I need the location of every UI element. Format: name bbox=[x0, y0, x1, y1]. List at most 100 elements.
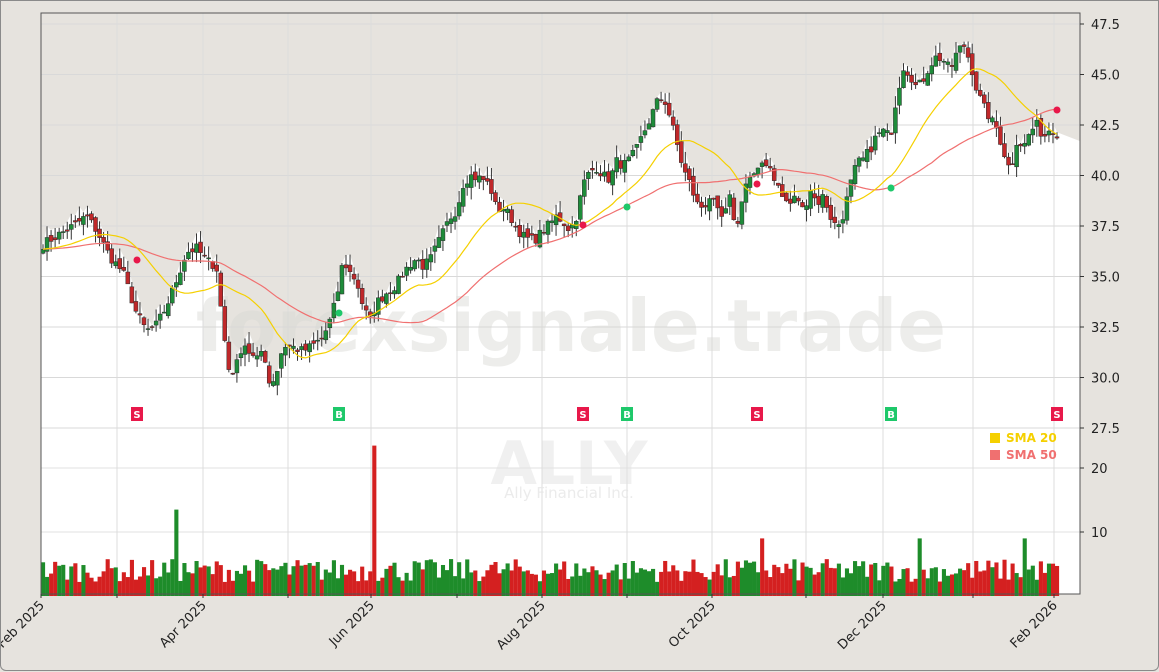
sell-signal-badge bbox=[577, 407, 589, 421]
candle-body bbox=[52, 237, 58, 241]
volume-bar bbox=[174, 509, 179, 596]
volume-bar bbox=[440, 564, 446, 596]
candle-body bbox=[586, 172, 591, 179]
volume-bar bbox=[485, 570, 490, 596]
volume-bar bbox=[800, 562, 805, 596]
volume-bar bbox=[590, 566, 595, 596]
candle-body bbox=[222, 306, 228, 341]
volume-bar bbox=[828, 567, 833, 596]
candle-body bbox=[767, 166, 773, 169]
volume-bar bbox=[687, 571, 692, 596]
candle-body bbox=[598, 173, 603, 177]
x-tick-label: Jun 2025 bbox=[326, 598, 378, 650]
volume-bar bbox=[158, 576, 163, 596]
candle-body bbox=[800, 202, 805, 208]
volume-bar bbox=[517, 566, 522, 596]
volume-bar bbox=[396, 577, 401, 596]
volume-bar bbox=[925, 578, 930, 596]
price-tick-label: 37.5 bbox=[1091, 220, 1120, 235]
candle-body bbox=[311, 340, 316, 344]
volume-bar bbox=[154, 578, 159, 596]
candle-body bbox=[634, 144, 640, 148]
watermark-company: Ally Financial Inc. bbox=[504, 484, 634, 502]
candle-body bbox=[64, 229, 70, 232]
candle-body bbox=[468, 174, 474, 188]
volume-bar bbox=[368, 571, 373, 596]
volume-bar bbox=[865, 576, 870, 596]
candle-body bbox=[1002, 143, 1007, 158]
candle-body bbox=[266, 365, 272, 384]
candle-body bbox=[893, 107, 898, 134]
volume-bar bbox=[570, 576, 575, 596]
volume-bar bbox=[537, 581, 543, 596]
candle-body bbox=[307, 343, 312, 353]
volume-bar bbox=[49, 573, 54, 596]
candle-body bbox=[812, 193, 817, 199]
candle-body bbox=[537, 229, 543, 248]
volume-bar bbox=[388, 565, 393, 596]
volume-bar bbox=[105, 559, 110, 596]
volume-bar bbox=[1002, 559, 1007, 596]
volume-bar bbox=[477, 581, 482, 596]
candle-body bbox=[1034, 119, 1040, 127]
candle-body bbox=[493, 192, 498, 202]
volume-bar bbox=[606, 572, 611, 596]
candle-body bbox=[945, 61, 951, 65]
volume-bar bbox=[1046, 563, 1052, 596]
candle-body bbox=[505, 208, 510, 213]
candle-body bbox=[174, 282, 179, 288]
candle-body bbox=[73, 220, 78, 223]
volume-bar bbox=[836, 563, 841, 596]
x-tick-label: Feb 2025 bbox=[1, 598, 48, 651]
volume-bar bbox=[723, 559, 728, 596]
volume-bar bbox=[89, 577, 94, 596]
volume-bar bbox=[287, 574, 292, 596]
candle-body bbox=[780, 184, 785, 197]
candle-body bbox=[666, 102, 672, 116]
volume-bar bbox=[473, 570, 478, 596]
volume-bar bbox=[683, 571, 688, 596]
candle-body bbox=[973, 71, 979, 91]
volume-bar bbox=[392, 562, 397, 596]
volume-bar bbox=[691, 559, 696, 596]
volume-bar bbox=[186, 572, 191, 596]
price-tick-label: 42.5 bbox=[1091, 119, 1120, 134]
volume-bar bbox=[675, 570, 680, 596]
volume-bar bbox=[986, 560, 991, 596]
candle-body bbox=[145, 328, 151, 330]
candle-body bbox=[81, 216, 86, 225]
candle-body bbox=[295, 349, 300, 352]
candle-body bbox=[335, 291, 341, 301]
candle-body bbox=[275, 371, 280, 386]
candle-body bbox=[1030, 128, 1036, 136]
candle-body bbox=[452, 216, 458, 222]
candle-body bbox=[594, 172, 599, 174]
sell-signal-dot bbox=[1053, 106, 1061, 114]
candle-body bbox=[852, 165, 858, 185]
volume-bar bbox=[501, 569, 506, 596]
candle-body bbox=[242, 345, 248, 355]
candle-body bbox=[400, 275, 405, 278]
candle-body bbox=[784, 192, 789, 202]
candle-body bbox=[881, 128, 886, 137]
candle-body bbox=[679, 141, 684, 163]
candle-body bbox=[755, 167, 761, 175]
candle-body bbox=[933, 55, 939, 67]
candle-body bbox=[965, 47, 971, 58]
candle-body bbox=[901, 70, 906, 88]
candle-body bbox=[363, 305, 369, 311]
candle-body bbox=[759, 162, 765, 167]
candle-body bbox=[561, 223, 567, 226]
volume-bar bbox=[1026, 569, 1031, 596]
volume-bar bbox=[873, 562, 878, 596]
x-tick-label: Aug 2025 bbox=[494, 598, 549, 653]
candle-body bbox=[897, 87, 902, 106]
volume-bar bbox=[121, 572, 126, 596]
price-tick-label: 47.5 bbox=[1091, 18, 1120, 33]
volume-bar bbox=[788, 568, 793, 596]
candle-body bbox=[986, 102, 991, 120]
volume-bar bbox=[897, 578, 902, 596]
candle-body bbox=[343, 264, 349, 269]
candle-body bbox=[161, 311, 167, 314]
